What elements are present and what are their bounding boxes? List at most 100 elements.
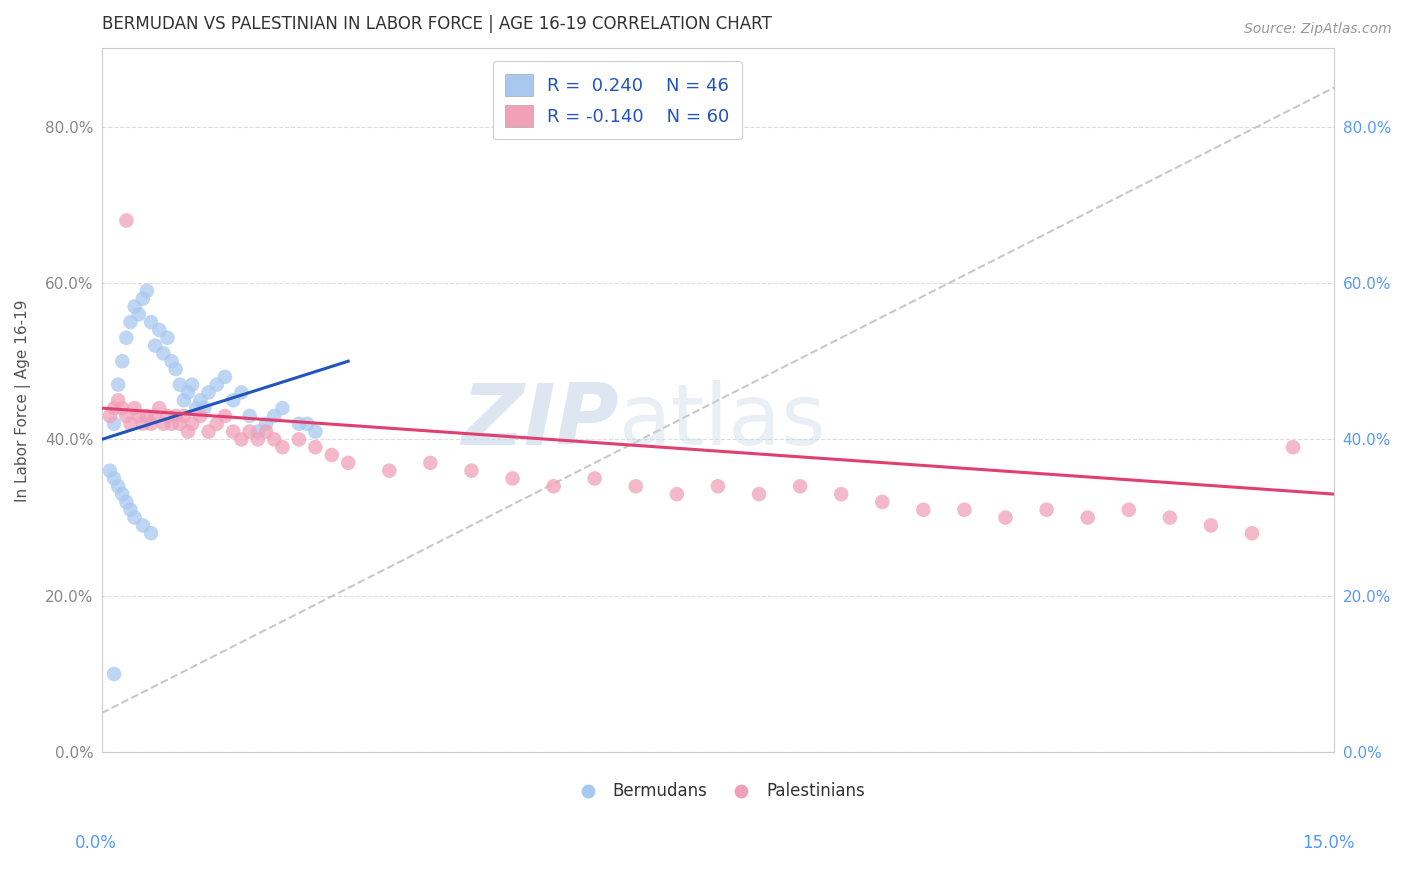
Point [107,393,129,408]
Point [120,502,142,516]
Point [139,315,162,329]
Point [111,487,134,501]
Point [583,471,606,485]
Point [789,479,811,493]
Point [103,471,125,485]
Point [231,433,253,447]
Point [214,369,236,384]
Point [665,487,688,501]
Point [304,425,326,439]
Point [156,409,179,423]
Point [419,456,441,470]
Point [193,401,215,416]
Point [378,464,401,478]
Text: atlas: atlas [620,380,827,463]
Point [748,487,770,501]
Point [173,393,195,408]
Point [337,456,360,470]
Point [239,409,262,423]
Point [107,377,129,392]
Point [115,495,138,509]
Point [1199,518,1222,533]
Point [1159,510,1181,524]
Point [246,433,269,447]
Point [111,401,134,416]
Point [135,284,157,298]
Point [139,526,162,541]
Point [288,417,311,431]
Point [177,425,200,439]
Point [321,448,343,462]
Point [156,331,179,345]
Point [177,385,200,400]
Point [98,409,121,423]
Point [295,417,318,431]
Text: ZIP: ZIP [461,380,620,463]
Point [132,518,155,533]
Point [222,425,245,439]
Point [181,417,204,431]
Text: Source: ZipAtlas.com: Source: ZipAtlas.com [1244,22,1392,37]
Point [111,354,134,368]
Point [120,417,142,431]
Point [197,385,219,400]
Point [188,409,211,423]
Point [271,440,294,454]
Point [107,479,129,493]
Point [543,479,565,493]
Point [124,401,146,416]
Point [707,479,730,493]
Point [254,425,277,439]
Point [197,425,219,439]
Point [128,409,150,423]
Point [115,213,138,227]
Point [1282,440,1305,454]
Point [246,425,269,439]
Point [239,425,262,439]
Point [205,417,228,431]
Point [152,417,174,431]
Point [186,401,208,416]
Point [872,495,894,509]
Point [160,417,183,431]
Point [135,409,157,423]
Point [1035,502,1057,516]
Legend: Bermudans, Palestinians: Bermudans, Palestinians [564,776,872,807]
Point [263,433,285,447]
Text: BERMUDAN VS PALESTINIAN IN LABOR FORCE | AGE 16-19 CORRELATION CHART: BERMUDAN VS PALESTINIAN IN LABOR FORCE |… [101,15,772,33]
Point [1077,510,1099,524]
Point [115,331,138,345]
Point [98,464,121,478]
Point [1240,526,1263,541]
Point [120,315,142,329]
Point [181,377,204,392]
Text: 15.0%: 15.0% [1302,834,1355,852]
Point [263,409,285,423]
Point [148,323,170,337]
Point [830,487,852,501]
Point [152,346,174,360]
Point [124,300,146,314]
Point [188,393,211,408]
Point [103,401,125,416]
Point [214,409,236,423]
Point [205,377,228,392]
Point [143,338,166,352]
Point [994,510,1017,524]
Point [169,417,191,431]
Point [912,502,935,516]
Point [624,479,647,493]
Point [148,401,170,416]
Point [160,354,183,368]
Point [103,417,125,431]
Point [502,471,524,485]
Point [254,417,277,431]
Point [222,393,245,408]
Point [460,464,482,478]
Point [231,385,253,400]
Point [165,362,187,376]
Point [128,307,150,321]
Point [288,433,311,447]
Point [1118,502,1140,516]
Point [132,417,155,431]
